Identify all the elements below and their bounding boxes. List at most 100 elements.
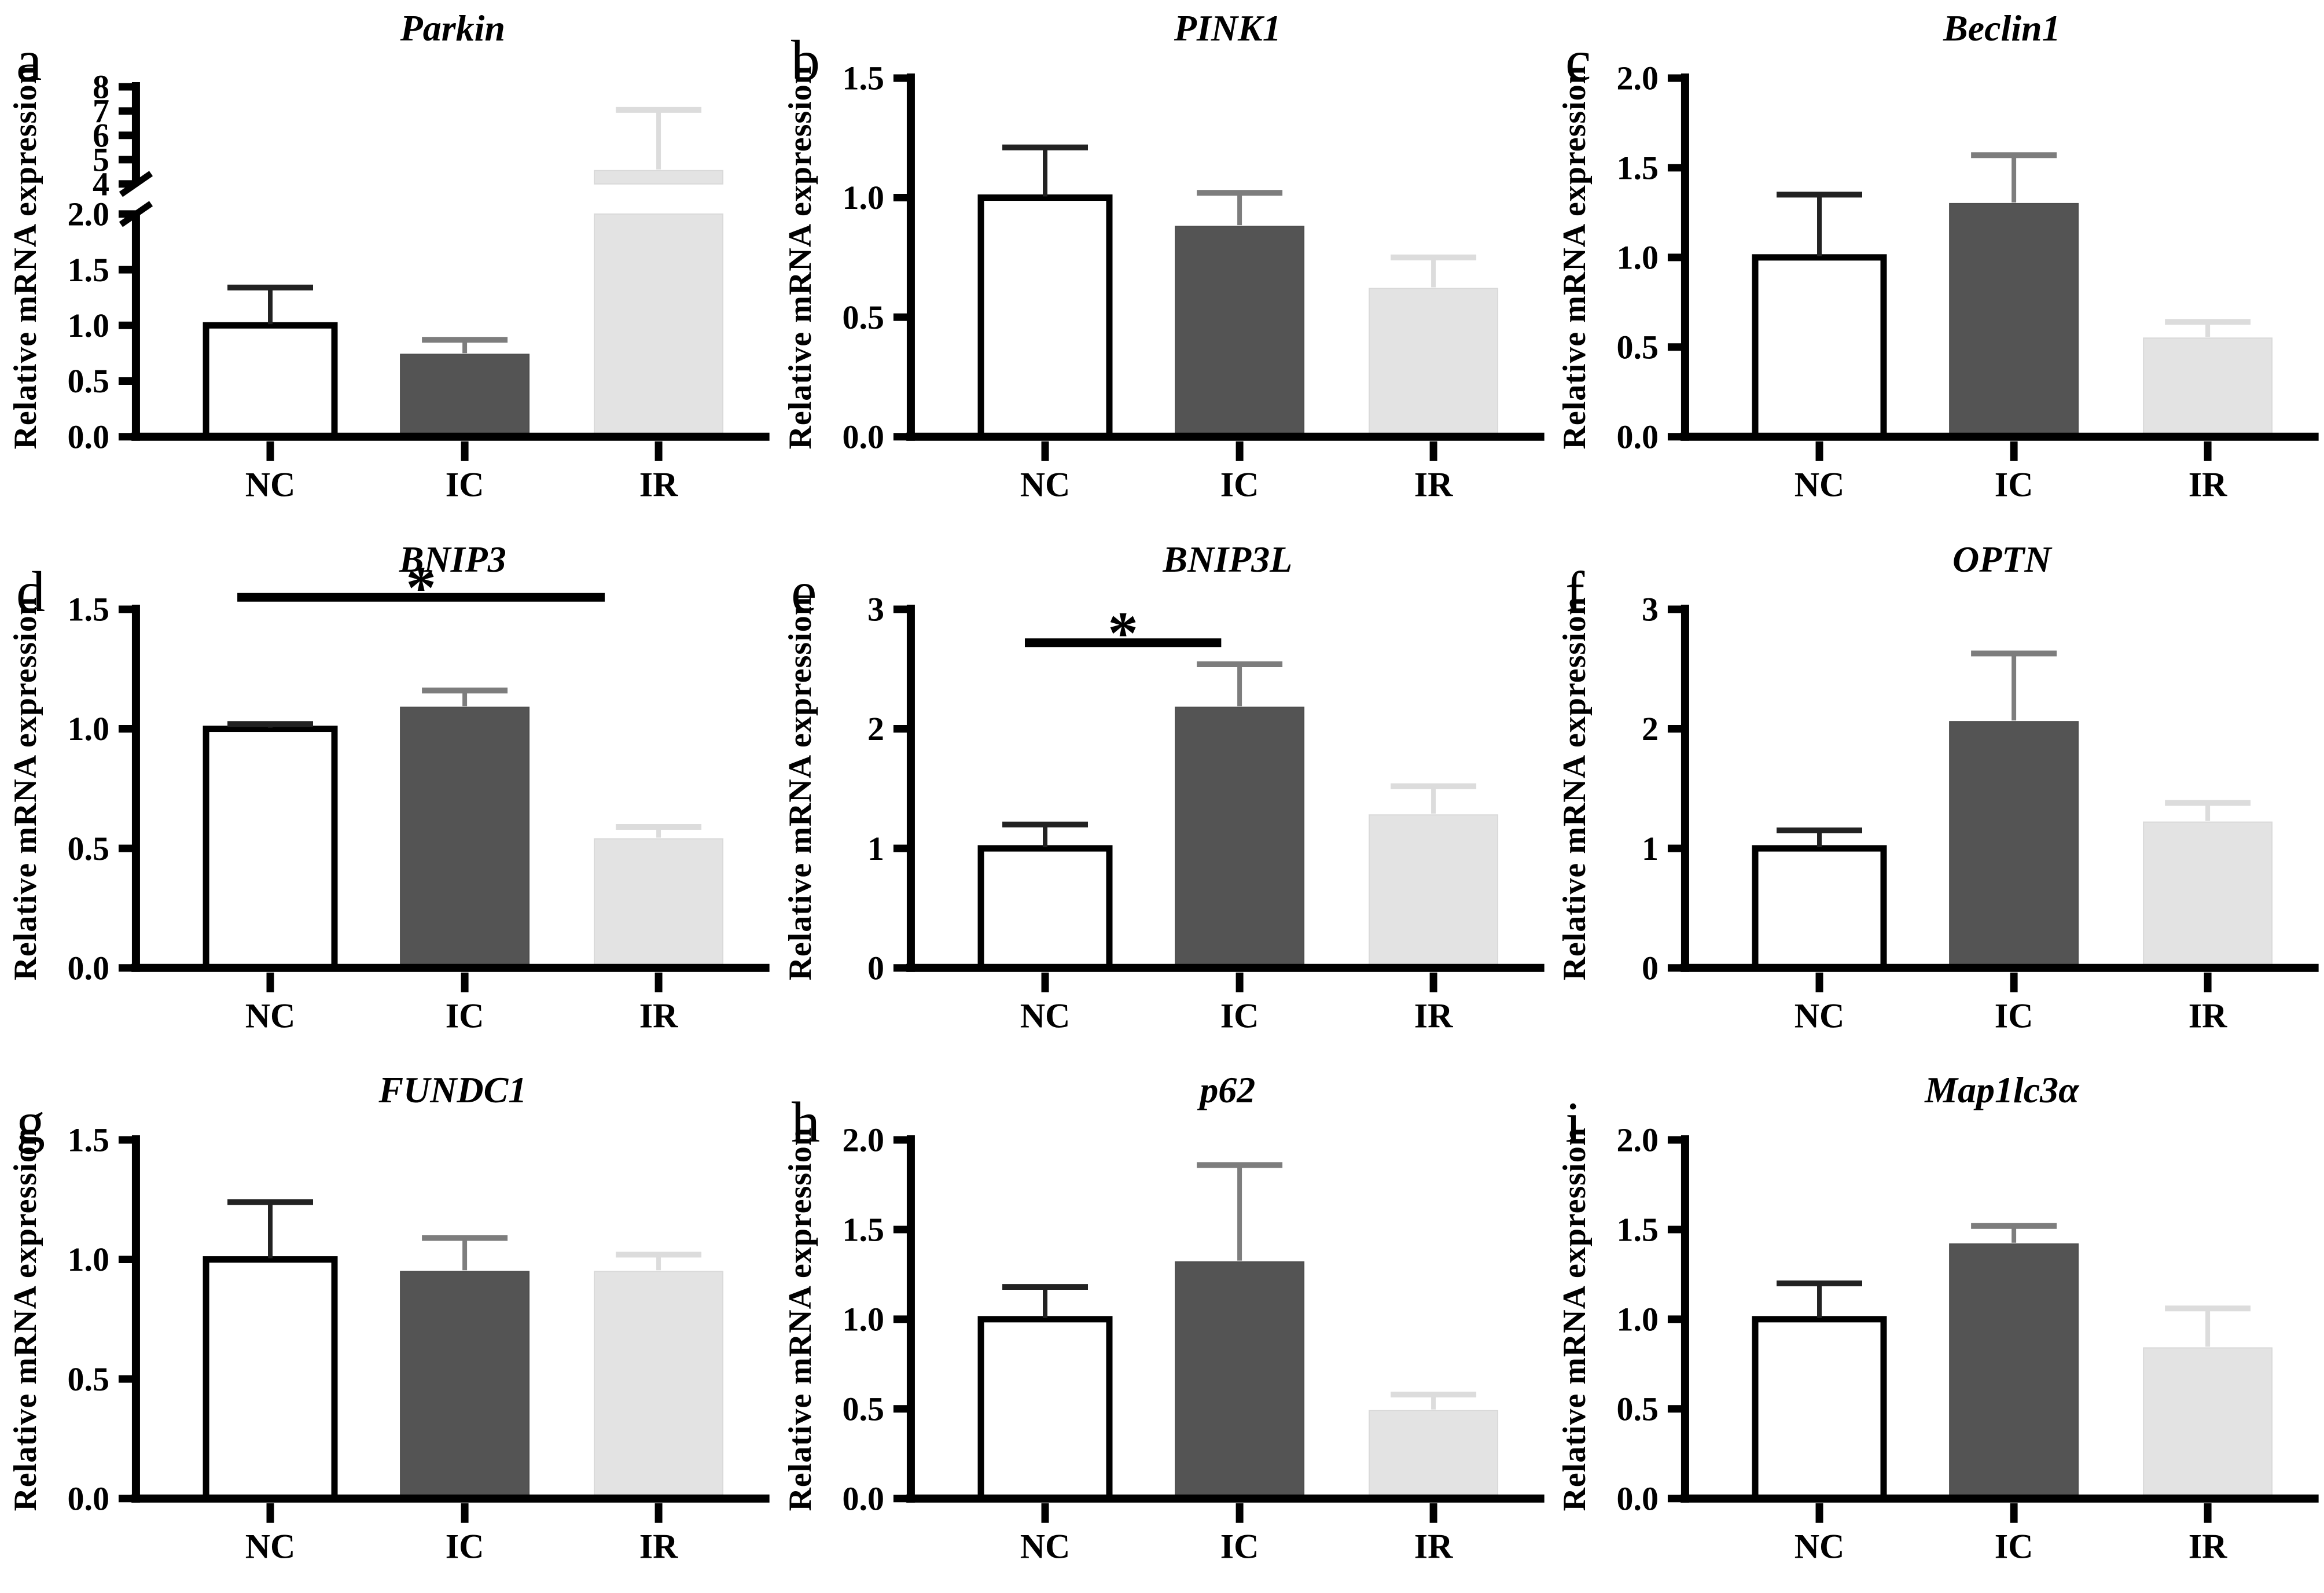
chart-h: 0.0 0.5 1.0 1.5 2.0 NC IC IR Relative mRNA expre… [782, 1069, 1545, 1566]
chart-e: 0 1 2 3 NC IC IR Relative mRNA expression * BNIP3… [782, 539, 1545, 1035]
bar-NC [977, 194, 1113, 440]
chart-i: 0.0 0.5 1.0 1.5 2.0 NC IC IR Relative mRNA expre… [1557, 1069, 2319, 1566]
y-tick-label: 8 [93, 68, 109, 106]
bar-IR [594, 838, 724, 969]
panel-c: 0.0 0.5 1.0 1.5 2.0 NC IC IR Relative mRNA expre… [1549, 0, 2324, 531]
x-tick-label: IR [2189, 996, 2227, 1035]
y-tick-label: 0.0 [67, 418, 109, 455]
x-tick-label: NC [245, 466, 296, 504]
y-tick-label: 3 [867, 590, 884, 628]
y-tick-label: 0.5 [67, 830, 109, 867]
panel-letter: f [1565, 560, 1585, 624]
panel-title: OPTN [1952, 539, 2053, 580]
y-tick-label: 2.0 [842, 1121, 884, 1159]
x-tick-label: NC [245, 996, 296, 1035]
y-tick-label: 0.5 [842, 1390, 884, 1428]
x-tick-label: IC [1220, 466, 1259, 504]
chart-g: 0.0 0.5 1.0 1.5 NC IC IR Relative mRNA expressi… [8, 1069, 770, 1566]
y-tick-label: 0.0 [1617, 1480, 1659, 1518]
panel-h: 0.0 0.5 1.0 1.5 2.0 NC IC IR Relative mRNA expre… [775, 1062, 1550, 1593]
x-tick-label: IR [1414, 1528, 1452, 1566]
y-tick-label: 2.0 [1617, 1121, 1659, 1159]
significance-star: * [1108, 598, 1138, 666]
y-axis-title: Relative mRNA expression [1557, 597, 1593, 980]
y-tick-label: 2.0 [1617, 60, 1659, 97]
y-tick-label: 0.0 [1617, 418, 1659, 455]
x-tick-label: IC [1995, 996, 2034, 1035]
bar-IR [594, 1271, 724, 1500]
x-tick-label: IC [1220, 996, 1259, 1035]
bar-IC [1174, 707, 1304, 969]
y-axis-title: Relative mRNA expression [782, 1127, 818, 1511]
chart-d: 0.0 0.5 1.0 1.5 NC IC IR Relative mRNA expressi… [8, 539, 770, 1035]
y-tick-label: 0.0 [842, 418, 884, 455]
x-tick-label: IC [446, 1528, 484, 1566]
panel-d: 0.0 0.5 1.0 1.5 NC IC IR Relative mRNA expressi… [0, 531, 775, 1062]
chart-f: 0 1 2 3 NC IC IR Relative mRNA expression OPTN f [1557, 539, 2319, 1035]
x-tick-label: NC [1795, 1528, 1845, 1566]
x-tick-label: IR [1414, 996, 1452, 1035]
x-tick-label: IC [446, 466, 484, 504]
panel-i: 0.0 0.5 1.0 1.5 2.0 NC IC IR Relative mRNA expre… [1549, 1062, 2324, 1593]
panel-title: Map1lc3α [1924, 1069, 2080, 1110]
y-axis-title: Relative mRNA expression [1557, 1127, 1593, 1511]
y-tick-label: 0.5 [1617, 328, 1659, 366]
y-tick-label: 0.0 [67, 949, 109, 987]
bar-IC [1174, 226, 1304, 437]
y-tick-label: 1.0 [842, 1301, 884, 1338]
x-tick-label: NC [245, 1528, 296, 1566]
panel-e: 0 1 2 3 NC IC IR Relative mRNA expression * BNIP3… [775, 531, 1550, 1062]
y-tick-label: 0.0 [842, 1480, 884, 1518]
x-tick-label: IR [639, 996, 678, 1035]
chart-b: 0.0 0.5 1.0 1.5 NC IC IR Relative mRNA expressi… [782, 8, 1545, 504]
bar-NC [203, 725, 338, 971]
y-tick-label: 0.5 [1617, 1390, 1659, 1428]
bar-IR [1368, 1410, 1498, 1500]
bar-NC [977, 845, 1113, 971]
y-tick-label: 3 [1642, 590, 1659, 628]
y-axis-title: Relative mRNA expression [8, 65, 43, 449]
y-tick-label: 0 [867, 949, 884, 987]
y-axis-title: Relative mRNA expression [1557, 65, 1593, 449]
y-axis-title: Relative mRNA expression [8, 1127, 43, 1511]
x-tick-label: IC [446, 996, 484, 1035]
significance-star: * [406, 553, 436, 621]
y-tick-label: 1.5 [842, 60, 884, 97]
panel-title: Beclin1 [1943, 8, 2061, 49]
x-tick-label: NC [1020, 466, 1070, 504]
panel-letter: c [1565, 28, 1591, 93]
bar-IR [2143, 821, 2273, 969]
x-tick-label: IR [2189, 466, 2227, 504]
bar-NC [1752, 845, 1887, 971]
panel-letter: d [16, 560, 45, 624]
bar-IR-upper-segment [594, 170, 724, 185]
x-tick-label: IC [1220, 1528, 1259, 1566]
bar-NC [977, 1316, 1113, 1502]
panel-letter: a [16, 28, 42, 93]
y-tick-label: 0.5 [67, 1360, 109, 1398]
y-tick-label: 1.5 [67, 1121, 109, 1159]
y-tick-label: 0.5 [842, 299, 884, 336]
x-tick-label: NC [1020, 996, 1070, 1035]
y-axis-title: Relative mRNA expression [782, 597, 818, 980]
panel-letter: e [791, 560, 817, 624]
panel-g: 0.0 0.5 1.0 1.5 NC IC IR Relative mRNA expressi… [0, 1062, 775, 1593]
y-axis-title: Relative mRNA expression [8, 597, 43, 980]
x-tick-label: IC [1995, 1528, 2034, 1566]
panel-title: PINK1 [1174, 8, 1281, 49]
bar-IC [400, 354, 530, 437]
bar-IC [1174, 1261, 1304, 1500]
x-tick-label: NC [1795, 996, 1845, 1035]
bar-NC [203, 322, 338, 440]
bar-IC [1949, 203, 2079, 437]
panel-title: FUNDC1 [378, 1069, 527, 1110]
y-tick-label: 1.0 [1617, 1301, 1659, 1338]
y-tick-label: 1.5 [67, 251, 109, 289]
y-tick-label: 0.5 [67, 362, 109, 400]
panel-title: BNIP3 [399, 539, 506, 580]
panel-f: 0 1 2 3 NC IC IR Relative mRNA expression OPTN f [1549, 531, 2324, 1062]
y-tick-label: 1.5 [842, 1211, 884, 1249]
y-tick-label: 1.0 [67, 307, 109, 344]
panel-title: BNIP3L [1162, 539, 1292, 580]
x-tick-label: IC [1995, 466, 2034, 504]
